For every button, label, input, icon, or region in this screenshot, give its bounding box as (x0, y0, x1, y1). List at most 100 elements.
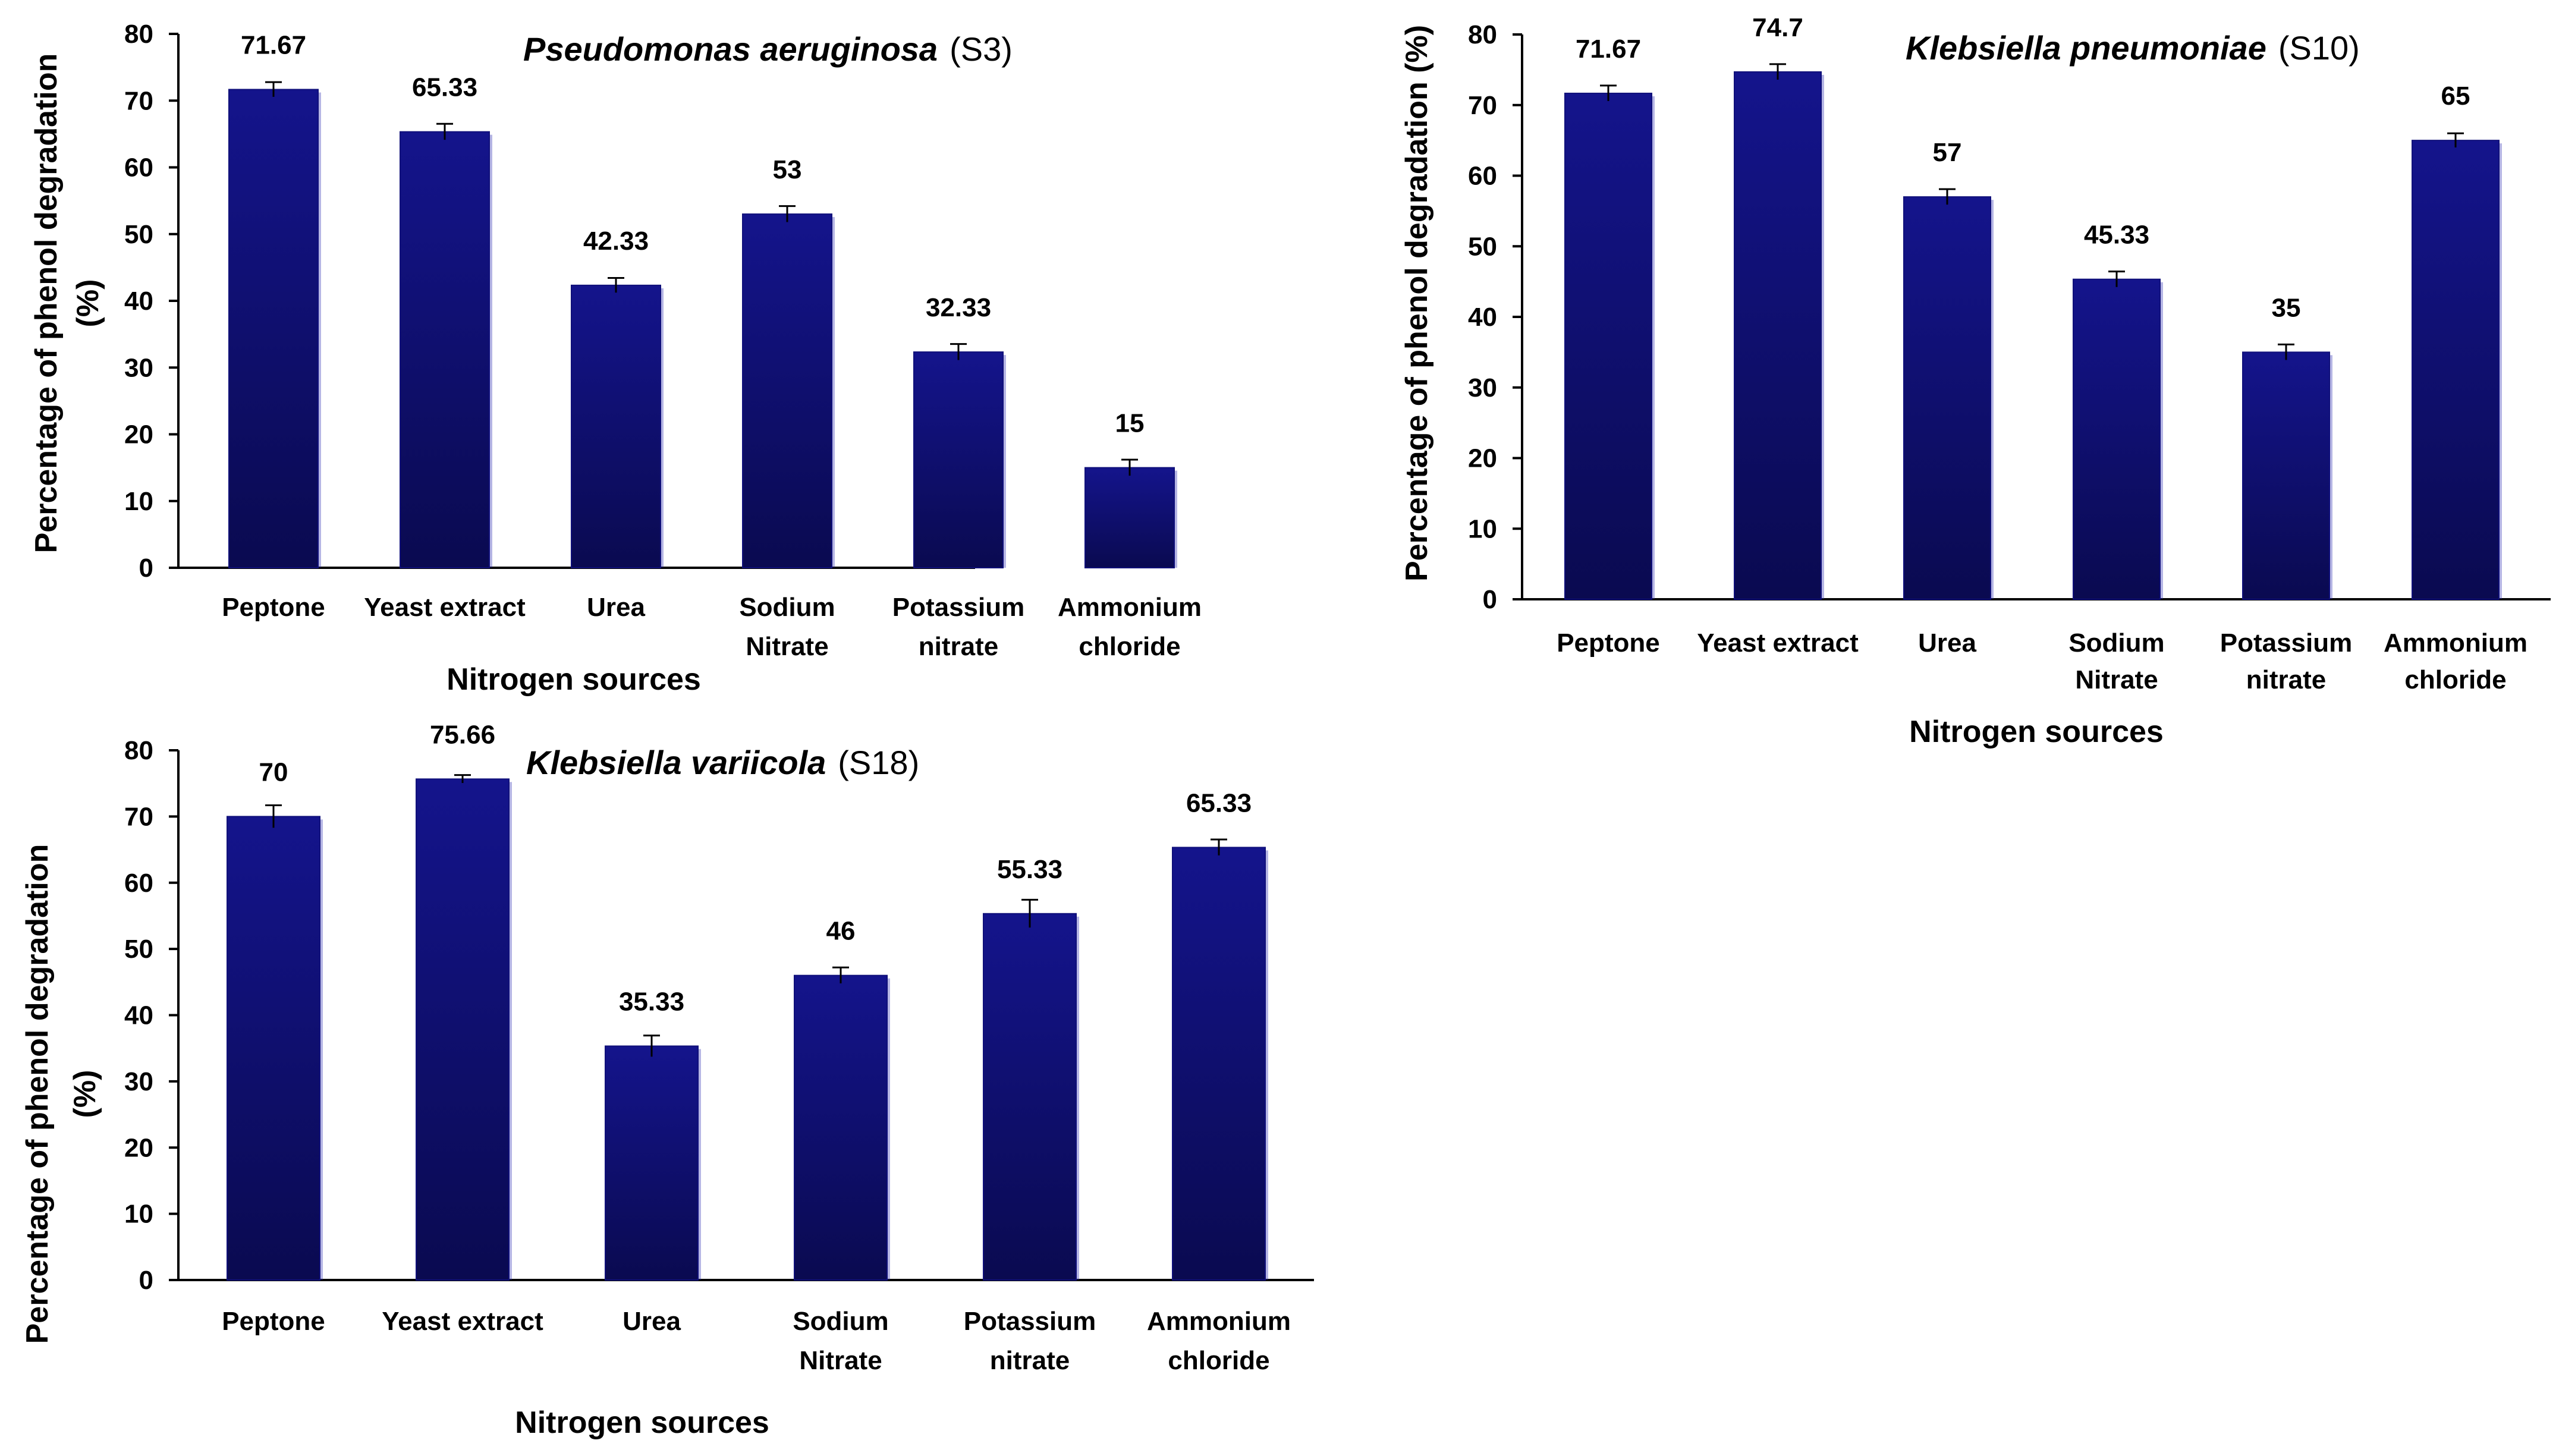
x-tick-label: Potassium (2220, 628, 2353, 658)
y-tick-label: 70 (124, 86, 153, 115)
y-axis-label: Percentage of phenol degradation (%) (1400, 25, 1434, 581)
x-tick-label: Yeast extract (1697, 628, 1859, 658)
y-tick-label: 40 (1468, 303, 1497, 332)
y-tick-label: 20 (124, 1133, 153, 1162)
chart-title: Klebsiella variicola (S18) (526, 744, 919, 781)
data-label: 65 (2441, 81, 2470, 111)
data-label: 35.33 (619, 988, 684, 1017)
x-tick-label: Urea (1918, 628, 1976, 658)
y-tick-label: 50 (124, 935, 153, 964)
y-tick-label: 10 (124, 487, 153, 516)
x-tick-label: Ammonium (1147, 1307, 1291, 1336)
chart-title-strain: (S10) (2278, 29, 2360, 67)
y-axis-label-line: (%) (68, 1070, 102, 1118)
x-axis-label: Nitrogen sources (515, 1405, 769, 1440)
y-tick-label: 30 (124, 353, 153, 382)
data-label: 74.7 (1752, 13, 1803, 42)
x-tick-label: Urea (587, 593, 645, 622)
y-axis-label-line: Percentage of phenol degradation (%) (1400, 25, 1434, 581)
bar (228, 89, 319, 568)
data-label: 42.33 (583, 227, 649, 256)
y-axis-label: Percentage of phenol degradation (%) (20, 844, 102, 1344)
y-tick-label: 80 (1468, 20, 1497, 49)
bar (416, 778, 510, 1281)
bar (742, 213, 832, 568)
y-tick-label: 30 (1468, 373, 1497, 402)
y-axis-label-line: Percentage of phenol degradation (29, 54, 64, 554)
x-tick-label: Nitrate (2075, 665, 2158, 694)
data-label: 57 (1933, 138, 1962, 167)
bar (1172, 847, 1266, 1281)
y-tick-label: 20 (1468, 444, 1497, 473)
x-axis-label: Nitrogen sources (1909, 715, 2164, 749)
y-tick-label: 0 (139, 554, 153, 583)
x-tick-label: Yeast extract (364, 593, 526, 622)
data-label: 15 (1115, 409, 1145, 438)
bar (2242, 351, 2330, 600)
x-tick-label: Urea (623, 1307, 681, 1336)
y-tick-label: 20 (124, 420, 153, 449)
bar (605, 1045, 699, 1281)
y-tick-label: 10 (124, 1200, 153, 1229)
chart-title-organism: Klebsiella variicola (526, 744, 826, 781)
chart-title-strain: (S18) (838, 744, 919, 781)
x-tick-label: chloride (1079, 632, 1180, 661)
x-tick-label: nitrate (990, 1346, 1070, 1375)
bar (1903, 196, 1991, 600)
y-axis-label: Percentage of phenol degradation (%) (29, 54, 105, 554)
x-tick-label: Sodium (2068, 628, 2164, 658)
x-tick-label: Ammonium (2384, 628, 2527, 658)
data-label: 46 (826, 917, 856, 946)
x-tick-label: nitrate (2246, 665, 2326, 694)
bar (1734, 71, 1822, 600)
data-label: 65.33 (1186, 788, 1252, 817)
chart-title-organism: Pseudomonas aeruginosa (523, 30, 938, 68)
y-axis-label-line: Percentage of phenol degradation (20, 844, 55, 1344)
bar (2073, 278, 2161, 600)
y-axis-label-line: (%) (71, 279, 105, 328)
y-tick-label: 30 (124, 1067, 153, 1096)
x-tick-label: nitrate (919, 632, 998, 661)
bar (2412, 140, 2500, 600)
y-tick-label: 40 (124, 1001, 153, 1030)
x-tick-label: chloride (2404, 665, 2506, 694)
x-tick-label: chloride (1168, 1346, 1269, 1375)
bar (227, 816, 320, 1281)
data-label: 45.33 (2084, 221, 2149, 250)
chart-panel-2: 0 10 20 30 40 50 60 70 80 71.67 Peptone 74.7 Yeast e… (1400, 13, 2551, 749)
data-label: 35 (2272, 293, 2301, 322)
data-label: 53 (773, 155, 802, 184)
x-tick-label: Yeast extract (382, 1307, 543, 1336)
x-tick-label: Potassium (892, 593, 1025, 622)
x-tick-label: Nitrate (799, 1346, 882, 1375)
y-tick-label: 70 (124, 802, 153, 831)
chart-panel-1: 0 10 20 30 40 50 60 70 80 71.67 Peptone 65.33 Yeast … (29, 20, 1202, 697)
x-tick-label: Potassium (964, 1307, 1096, 1336)
y-tick-label: 60 (1468, 162, 1497, 191)
y-tick-label: 50 (1468, 232, 1497, 261)
x-axis-label: Nitrogen sources (447, 662, 701, 697)
x-tick-label: Ammonium (1058, 593, 1202, 622)
chart-title-strain: (S3) (950, 30, 1013, 68)
data-label: 65.33 (412, 73, 477, 102)
bar (794, 974, 888, 1281)
y-tick-label: 80 (124, 736, 153, 765)
chart-title: Pseudomonas aeruginosa (S3) (523, 30, 1013, 68)
chart-title-organism: Klebsiella pneumoniae (1906, 29, 2266, 67)
y-tick-label: 50 (124, 220, 153, 249)
x-tick-label: Peptone (1557, 628, 1660, 658)
chart-panel-3: 0 10 20 30 40 50 60 70 80 70 Peptone 75.66 Yeast ext… (20, 720, 1314, 1440)
data-label: 71.67 (1576, 34, 1641, 64)
data-label: 70 (259, 757, 288, 787)
x-tick-label: Sodium (793, 1307, 888, 1336)
bar (1564, 92, 1652, 600)
x-tick-label: Peptone (222, 593, 325, 622)
x-tick-label: Peptone (222, 1307, 325, 1336)
y-tick-label: 70 (1468, 91, 1497, 120)
data-label: 32.33 (926, 293, 991, 322)
y-tick-label: 60 (124, 869, 153, 898)
data-label: 75.66 (430, 720, 495, 749)
bar (983, 913, 1077, 1281)
y-tick-label: 80 (124, 20, 153, 49)
